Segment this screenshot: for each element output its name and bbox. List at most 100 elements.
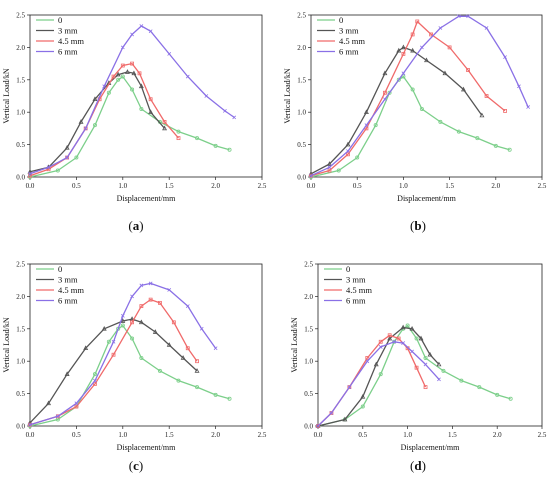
data-point — [162, 120, 167, 124]
y-tick-label: 0.0 — [297, 174, 306, 182]
data-point — [447, 45, 452, 50]
data-point — [477, 385, 482, 390]
data-point — [74, 155, 79, 160]
data-point — [508, 396, 513, 401]
data-point — [46, 400, 52, 406]
data-point — [309, 173, 313, 178]
legend-label: 3 mm — [58, 26, 78, 36]
data-point — [148, 281, 153, 286]
legend-label: 4.5 mm — [339, 36, 365, 46]
data-point — [429, 32, 434, 37]
data-point — [138, 319, 144, 325]
data-point — [456, 14, 461, 19]
data-point — [120, 45, 125, 50]
series-line — [317, 324, 511, 427]
data-point — [396, 77, 401, 82]
series-line — [310, 46, 483, 175]
data-point — [199, 326, 204, 331]
data-point — [327, 165, 332, 170]
data-point — [152, 329, 158, 334]
data-point — [176, 378, 181, 383]
data-point — [484, 94, 489, 98]
data-point — [495, 392, 500, 397]
data-point — [365, 359, 370, 364]
data-point — [65, 155, 70, 160]
data-point — [517, 84, 521, 89]
data-point — [423, 362, 428, 367]
data-point — [157, 368, 162, 373]
data-point — [484, 26, 489, 30]
y-axis-label: Vertical Load/kN — [2, 68, 11, 124]
data-point — [148, 297, 153, 302]
data-point — [139, 304, 144, 309]
x-tick-label: 1.5 — [165, 182, 174, 190]
data-point — [360, 404, 365, 409]
series-line — [29, 318, 198, 424]
data-point — [503, 55, 507, 60]
plot-frame — [29, 14, 263, 178]
data-point — [64, 144, 70, 150]
data-point — [347, 385, 352, 390]
data-point — [74, 404, 79, 409]
data-point — [64, 371, 70, 376]
y-axis-label: Vertical Load/kN — [290, 317, 299, 373]
data-point — [387, 335, 393, 341]
data-point — [120, 313, 125, 318]
data-point — [438, 119, 443, 124]
data-point — [396, 336, 401, 341]
data-point — [120, 63, 125, 68]
data-point — [185, 346, 190, 351]
data-point — [479, 112, 485, 118]
series-line — [29, 75, 230, 178]
data-point — [419, 106, 424, 111]
legend-label: 0 — [58, 15, 62, 25]
y-tick-label: 1.5 — [297, 76, 306, 84]
data-point — [106, 339, 111, 344]
data-point — [176, 136, 181, 141]
data-point — [456, 129, 461, 134]
data-point — [419, 45, 424, 50]
data-point — [475, 136, 480, 141]
data-point — [410, 349, 414, 354]
x-tick-label: 1.0 — [403, 431, 412, 439]
legend-label: 0 — [339, 15, 343, 25]
data-point — [101, 325, 107, 331]
data-point — [336, 168, 341, 173]
data-point — [158, 300, 162, 305]
data-point — [414, 365, 419, 370]
legend-label: 3 mm — [339, 26, 359, 36]
x-tick-label: 2.5 — [538, 431, 547, 439]
data-point — [130, 320, 134, 325]
y-tick-label: 0.0 — [16, 423, 25, 431]
y-tick-label: 1.5 — [16, 325, 25, 333]
data-point — [162, 125, 168, 131]
panel-caption: (d) — [410, 458, 426, 473]
data-point — [130, 336, 135, 341]
data-point — [139, 106, 144, 111]
data-point — [195, 359, 199, 364]
data-point — [424, 57, 429, 63]
data-point — [130, 32, 134, 37]
data-point — [378, 372, 383, 377]
series-line — [29, 324, 230, 427]
series-line — [29, 25, 235, 175]
data-point — [55, 414, 60, 419]
data-point — [120, 74, 125, 79]
data-point — [185, 74, 190, 79]
x-tick-label: 2.0 — [493, 431, 502, 439]
y-tick-label: 1.0 — [16, 109, 25, 117]
series-line — [317, 341, 440, 427]
data-point — [92, 372, 97, 377]
y-tick-label: 2.5 — [297, 12, 306, 20]
chart-panel-a: 0.0 0.5 1.0 1.5 2.0 2.5 0.0 0.5 1.0 1.5 2.0 2.5 Disp… — [2, 12, 267, 234]
data-point — [46, 165, 51, 170]
data-point — [111, 74, 116, 79]
x-axis-label: Displacement/mm — [401, 443, 460, 452]
data-point — [194, 368, 200, 373]
y-tick-label: 0.5 — [16, 390, 25, 398]
series-line — [29, 71, 166, 173]
data-point — [28, 171, 32, 176]
data-point — [130, 61, 134, 66]
data-point — [466, 14, 470, 19]
plot-frame — [317, 263, 543, 427]
